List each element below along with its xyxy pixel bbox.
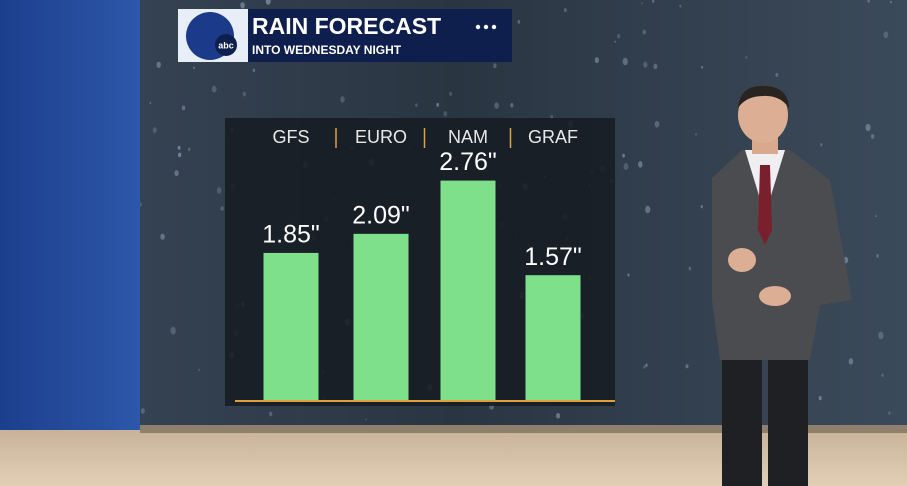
menu-dot [483,24,489,30]
menu-dot [491,24,497,30]
chart-subtitle: INTO WEDNESDAY NIGHT [252,43,402,57]
bar [353,233,409,400]
bar [440,180,496,400]
data-label: 1.57" [524,243,582,271]
data-label: 2.09" [352,201,410,229]
presenter [712,85,852,486]
category-label: GRAF [528,127,578,147]
logo-badge [215,34,237,56]
floor-edge [140,425,907,433]
data-label: 1.85" [262,221,320,249]
bar [525,275,581,400]
chart-title: RAIN FORECAST [252,13,441,39]
bar [263,252,319,400]
side-panel [0,0,140,440]
category-label: GFS [272,127,309,147]
menu-dot [475,24,481,30]
category-label: NAM [448,127,488,147]
category-label: EURO [355,127,407,147]
logo-text: abc [218,40,234,50]
data-label: 2.76" [439,148,497,176]
